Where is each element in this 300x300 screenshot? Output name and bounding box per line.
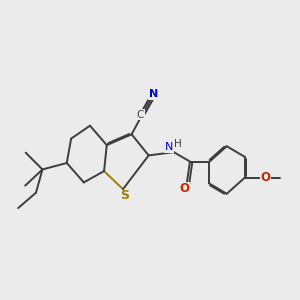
Text: H: H: [174, 139, 182, 149]
Text: N: N: [148, 89, 158, 99]
Text: C: C: [137, 110, 144, 120]
Text: S: S: [120, 189, 129, 202]
Text: O: O: [260, 171, 270, 184]
Text: N: N: [165, 142, 173, 152]
Text: O: O: [180, 182, 190, 195]
